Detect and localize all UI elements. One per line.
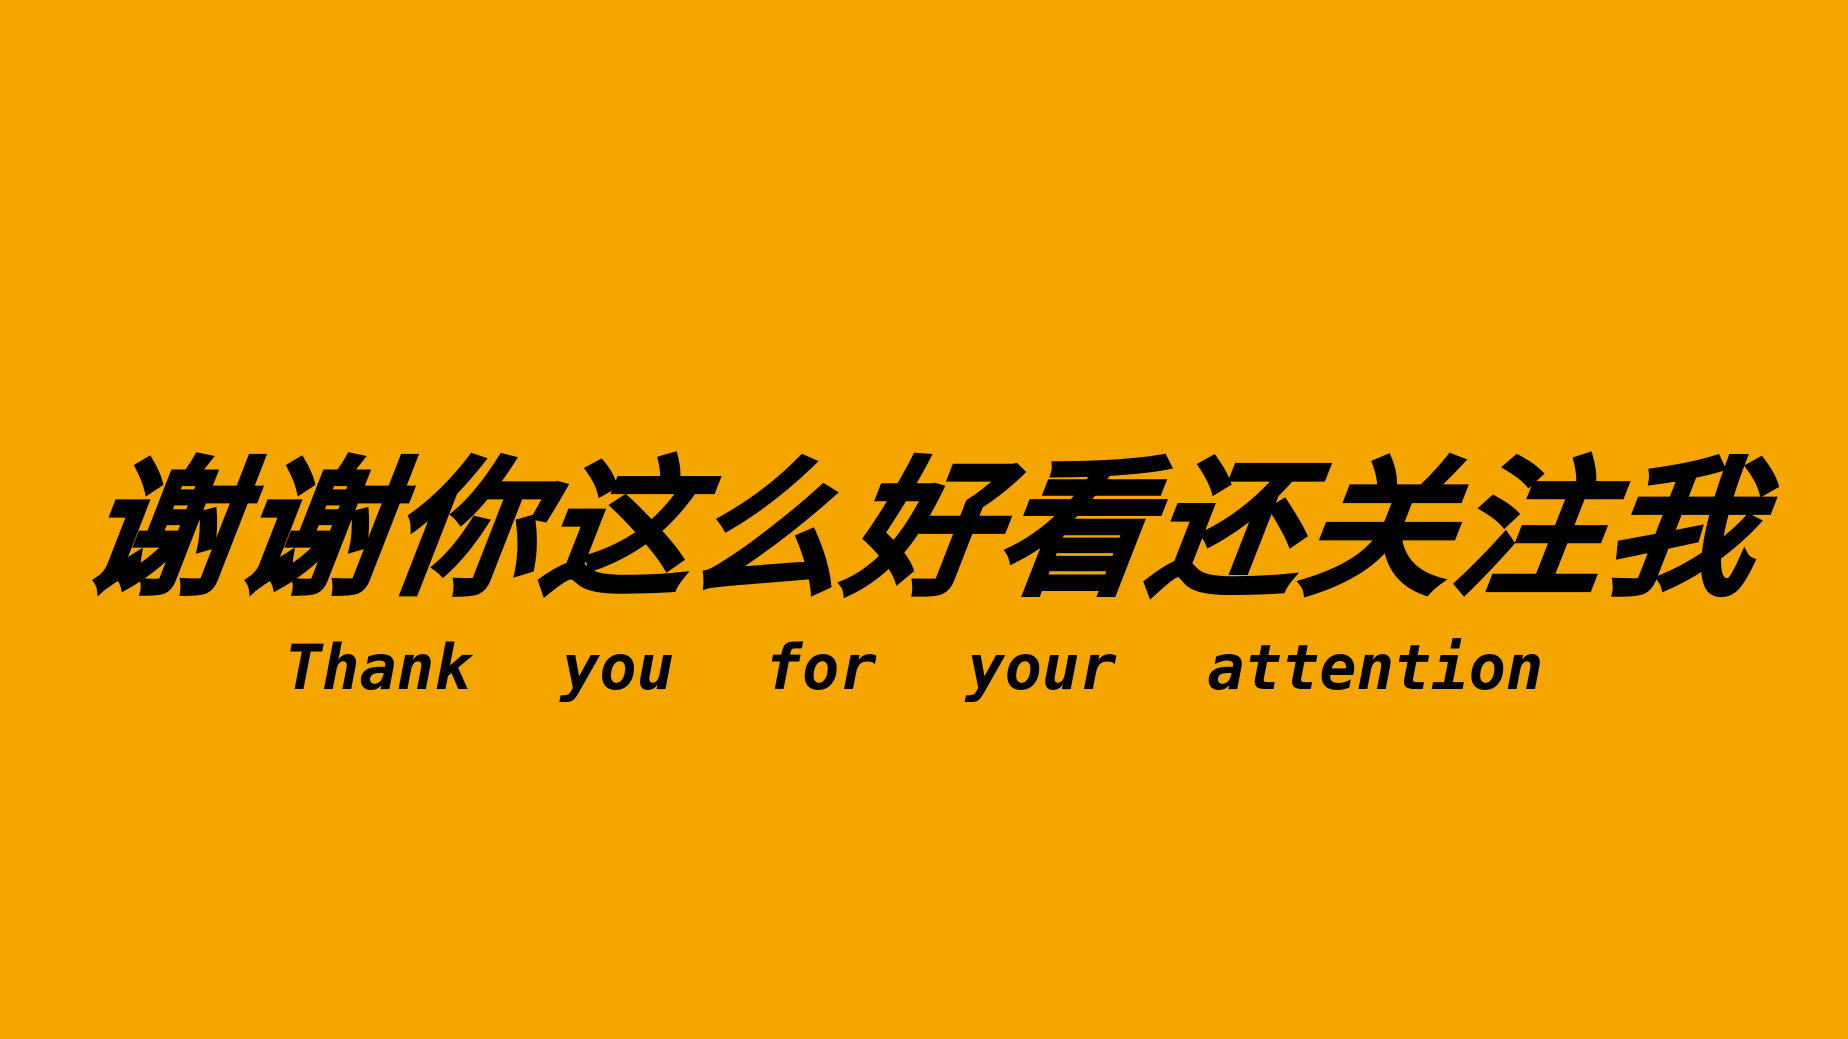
chinese-title: 谢谢你这么好看还关注我: [74, 443, 1773, 618]
english-subtitle: Thank you for your attention: [284, 631, 1544, 704]
